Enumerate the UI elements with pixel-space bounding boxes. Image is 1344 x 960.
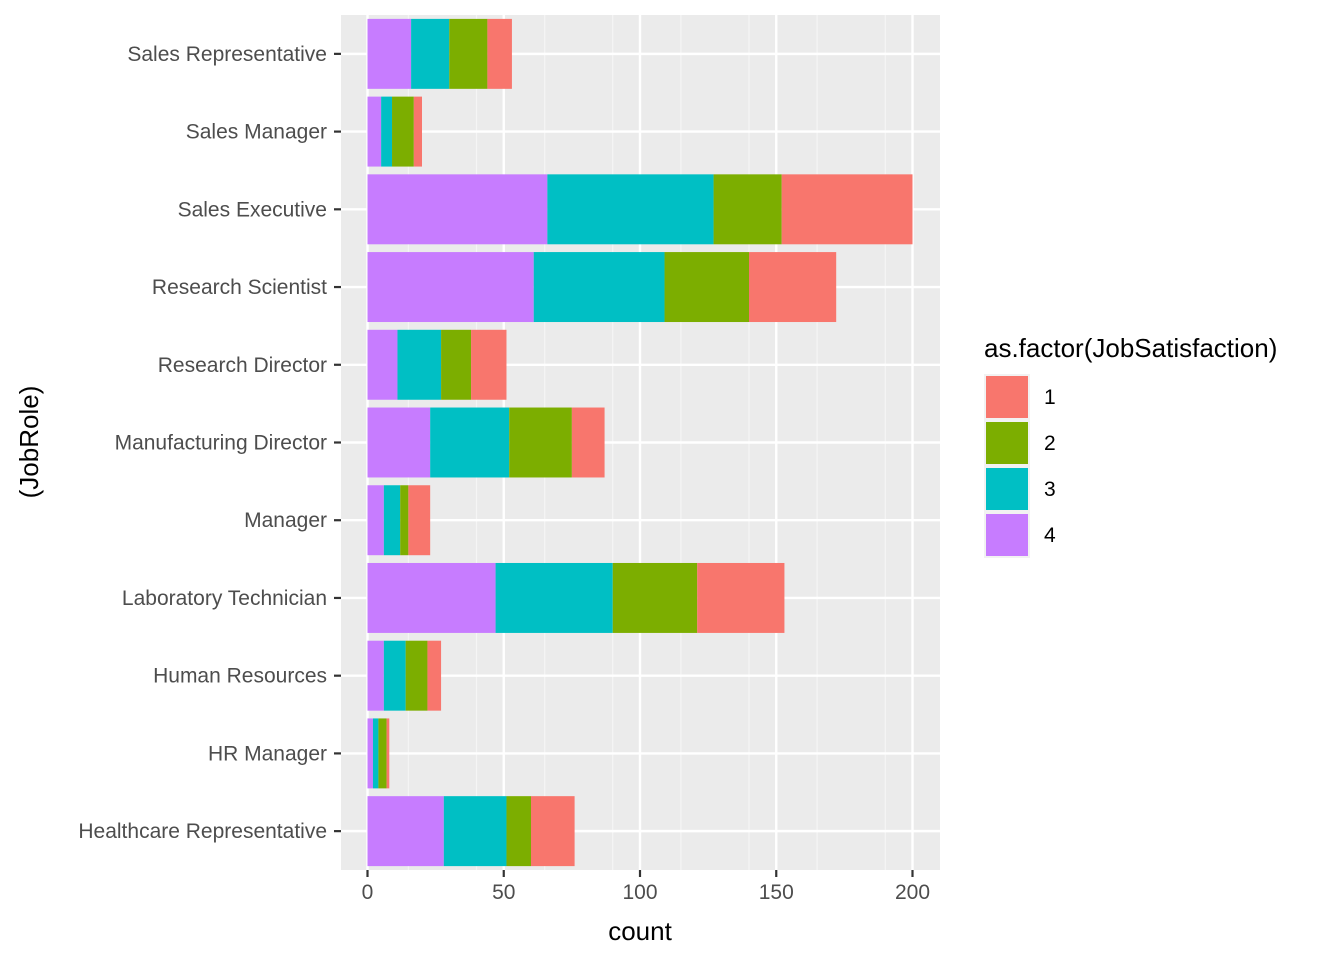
bar-segment-hr-manager-js2 [378,718,387,789]
legend-label: 3 [1044,478,1056,501]
bar-segment-research-scientist-js4 [367,252,534,323]
bar-segment-laboratory-technician-js2 [612,562,698,633]
bar-segment-healthcare-representative-js2 [506,796,531,867]
bar-segment-manager-js1 [408,485,431,556]
x-axis: 0 50 100 150 200 [362,870,930,904]
x-tick-label: 50 [492,881,515,904]
y-tick-label: Manufacturing Director [115,432,327,455]
bar-segment-research-director-js1 [471,329,507,400]
bar-segment-laboratory-technician-js3 [495,562,613,633]
legend-title: as.factor(JobSatisfaction) [984,333,1277,363]
bar-segment-research-scientist-js2 [664,252,749,323]
y-tick-label: Research Scientist [152,276,327,299]
bar-segment-laboratory-technician-js1 [697,562,785,633]
bar-segment-sales-executive-js1 [781,174,913,245]
bar-segment-human-resources-js2 [405,640,428,711]
y-axis-title: (JobRole) [14,386,44,499]
y-tick-label: Human Resources [153,665,327,688]
bar-segment-sales-manager-js1 [413,96,422,167]
bar-segment-manufacturing-director-js4 [367,407,431,478]
y-tick-label: Sales Manager [186,121,327,144]
y-tick-label: Laboratory Technician [122,587,327,610]
bars [367,18,913,867]
bar-segment-laboratory-technician-js4 [367,562,496,633]
bar-segment-research-director-js3 [397,329,442,400]
legend-key-swatch [986,422,1028,464]
legend-key-swatch [986,514,1028,556]
bar-segment-sales-manager-js3 [381,96,393,167]
y-axis: Healthcare Representative HR Manager Human… [78,43,341,843]
bar-segment-hr-manager-js4 [367,718,373,789]
bar-segment-research-director-js2 [441,329,472,400]
legend-label: 1 [1044,386,1056,409]
legend-label: 2 [1044,432,1056,455]
y-tick-label: Sales Representative [127,43,327,66]
x-tick-label: 100 [622,881,657,904]
bar-segment-hr-manager-js3 [372,718,379,789]
bar-segment-human-resources-js4 [367,640,384,711]
legend: as.factor(JobSatisfaction) 1 2 3 4 [984,333,1277,558]
bar-segment-sales-representative-js3 [411,18,450,89]
bar-segment-sales-manager-js4 [367,96,382,167]
bar-segment-manager-js4 [367,485,384,556]
y-tick-label: Sales Executive [178,198,327,221]
bar-segment-sales-representative-js1 [487,18,512,89]
y-tick-label: HR Manager [208,742,327,765]
bar-segment-healthcare-representative-js3 [443,796,507,867]
bar-segment-hr-manager-js1 [386,718,390,789]
bar-segment-manager-js3 [383,485,401,556]
legend-label: 4 [1044,524,1056,547]
bar-segment-manufacturing-director-js3 [430,407,510,478]
bar-segment-manufacturing-director-js1 [571,407,605,478]
bar-segment-human-resources-js1 [427,640,442,711]
y-tick-label: Manager [244,509,327,532]
bar-segment-manager-js2 [400,485,409,556]
bar-segment-human-resources-js3 [383,640,406,711]
bar-segment-manufacturing-director-js2 [509,407,572,478]
x-tick-label: 150 [759,881,794,904]
bar-segment-research-scientist-js3 [533,252,665,323]
bar-segment-healthcare-representative-js1 [531,796,575,867]
x-tick-label: 0 [362,881,374,904]
x-tick-label: 200 [895,881,930,904]
y-tick-label: Research Director [158,354,327,377]
bar-segment-sales-executive-js4 [367,174,548,245]
bar-segment-healthcare-representative-js4 [367,796,444,867]
x-axis-title: count [608,916,672,946]
y-tick-label: Healthcare Representative [78,820,327,843]
bar-segment-sales-representative-js4 [367,18,412,89]
legend-key-swatch [986,376,1028,418]
bar-segment-research-scientist-js1 [749,252,837,323]
bar-segment-research-director-js4 [367,329,398,400]
bar-segment-sales-executive-js3 [547,174,714,245]
bar-segment-sales-manager-js2 [392,96,414,167]
bar-segment-sales-representative-js2 [449,18,488,89]
bar-segment-sales-executive-js2 [713,174,782,245]
legend-key-swatch [986,468,1028,510]
